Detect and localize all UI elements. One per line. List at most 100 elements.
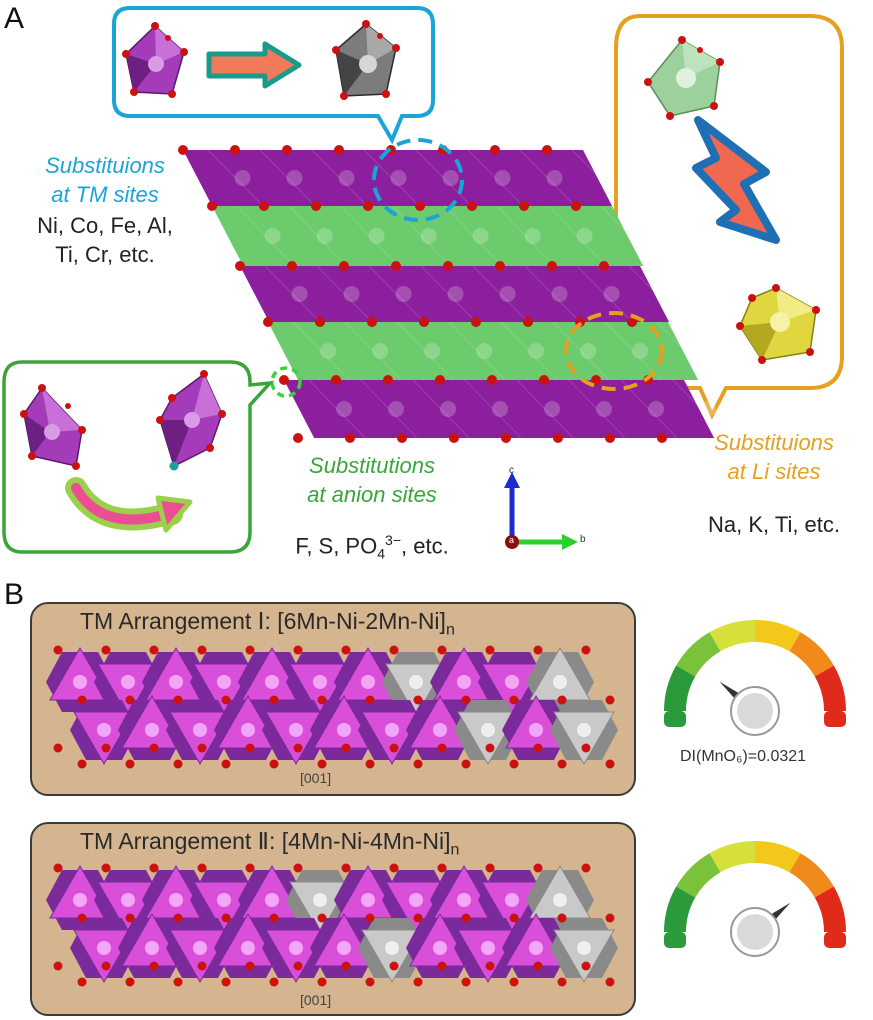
oxygen-atom: [383, 375, 393, 385]
tm-sites-title: Substituions at TM sites: [0, 151, 210, 209]
bottom-octahedron: [457, 929, 519, 984]
bottom-octahedron: [73, 711, 135, 766]
oxygen-atom: [317, 759, 327, 769]
oxygen-atom: [269, 913, 279, 923]
oxygen-atom: [293, 743, 303, 753]
oxygen-atom: [125, 977, 135, 987]
oxygen-atom: [197, 645, 207, 655]
oxygen-atom: [437, 645, 447, 655]
bottom-octahedron: [361, 711, 423, 766]
oxygen-atom: [259, 201, 269, 211]
axis-b-label: b: [580, 534, 586, 545]
crystal-edge: [571, 149, 628, 207]
bottom-octahedron-atom: [385, 941, 399, 955]
anion-site-highlight: [270, 366, 302, 398]
oxygen-atom: [101, 645, 111, 655]
bottom-octahedron-atom: [529, 723, 543, 737]
metal-atom: [528, 343, 545, 359]
oxygen-atom: [365, 695, 375, 705]
tm-sites-title-line2: at TM sites: [51, 182, 159, 207]
oxygen-atom: [101, 863, 111, 873]
oxygen-atom: [490, 145, 500, 155]
oxygen-atom: [149, 645, 159, 655]
oxygen-atom: [533, 645, 543, 655]
top-octahedron-atom: [457, 675, 471, 689]
top-octahedron: [193, 881, 255, 936]
oxygen-atom: [269, 759, 279, 769]
oxygen-atom: [197, 743, 207, 753]
oxygen-atom: [317, 977, 327, 987]
crystal-edge: [448, 321, 506, 381]
bottom-octahedron-atom: [145, 723, 159, 737]
oxygen-atom: [339, 261, 349, 271]
oxygen-atom: [485, 863, 495, 873]
bottom-octahedron: [553, 929, 615, 984]
oxygen-atom: [461, 913, 471, 923]
oxygen-atom: [605, 759, 615, 769]
crystal-layer: [284, 380, 715, 438]
oxygen-atom: [315, 317, 325, 327]
crystal-edge: [628, 265, 685, 323]
oxygen-atom: [311, 201, 321, 211]
oxygen-atom: [539, 375, 549, 385]
anion-sites-title: Substitutions at anion sites: [262, 451, 482, 509]
top-octahedron-atom: [409, 893, 423, 907]
oxygen-atom: [435, 375, 445, 385]
oxygen-atom: [419, 317, 429, 327]
oxygen-atom: [449, 433, 459, 443]
oxygen-atom: [413, 977, 423, 987]
purple-octahedron-icon: [122, 22, 188, 98]
crystal-edge: [396, 321, 454, 381]
top-octahedron-atom: [313, 675, 327, 689]
top-octahedron-atom: [169, 893, 183, 907]
tm-sites-title-line1: Substituions: [45, 153, 165, 178]
oxygen-atom: [221, 695, 231, 705]
gauge-hub-inner: [737, 693, 773, 729]
metal-atom: [440, 401, 457, 417]
oxygen-atom: [509, 977, 519, 987]
metal-atom: [447, 286, 464, 302]
metal-atom: [388, 401, 405, 417]
bottom-octahedron-atom: [289, 941, 303, 955]
gauge-segment: [709, 841, 756, 873]
oxygen-atom: [557, 913, 567, 923]
green-octahedron-icon: [644, 36, 724, 120]
bottom-octahedron-atom: [241, 941, 255, 955]
bottom-octahedron-atom: [577, 723, 591, 737]
layered-crystal-structure: [178, 145, 715, 443]
oxygen-atom: [341, 645, 351, 655]
oxygen-atom: [77, 913, 87, 923]
top-octahedron: [289, 663, 351, 718]
metal-atom: [372, 343, 389, 359]
oxygen-atom: [245, 743, 255, 753]
top-octahedron-atom: [313, 893, 327, 907]
oxygen-atom: [293, 961, 303, 971]
axis-a-label: a: [509, 535, 515, 545]
crystal-edge: [264, 265, 321, 323]
oxygen-atom: [581, 645, 591, 655]
top-octahedron-atom: [169, 675, 183, 689]
bottom-octahedron: [169, 929, 231, 984]
oxygen-atom: [197, 863, 207, 873]
top-octahedron-atom: [457, 893, 471, 907]
crystal-layer: [183, 150, 613, 206]
oxygen-atom: [523, 317, 533, 327]
oxygen-atom: [125, 913, 135, 923]
bottom-octahedron-atom: [289, 723, 303, 737]
bottom-octahedron-atom: [97, 941, 111, 955]
crystal-edge: [412, 379, 470, 439]
top-octahedron: [385, 663, 447, 718]
oxygen-atom: [413, 913, 423, 923]
oxygen-atom: [509, 759, 519, 769]
bottom-octahedron: [553, 711, 615, 766]
panel-a-label: A: [4, 2, 25, 35]
oxygen-atom: [345, 433, 355, 443]
crystal-edge: [604, 321, 662, 381]
oxygen-atom: [221, 913, 231, 923]
oxygen-atom: [605, 977, 615, 987]
oxygen-atom: [365, 913, 375, 923]
crystal-edge: [415, 149, 472, 207]
crystal-edge: [392, 205, 451, 267]
bottom-octahedron-atom: [433, 723, 447, 737]
top-octahedron-atom: [409, 675, 423, 689]
